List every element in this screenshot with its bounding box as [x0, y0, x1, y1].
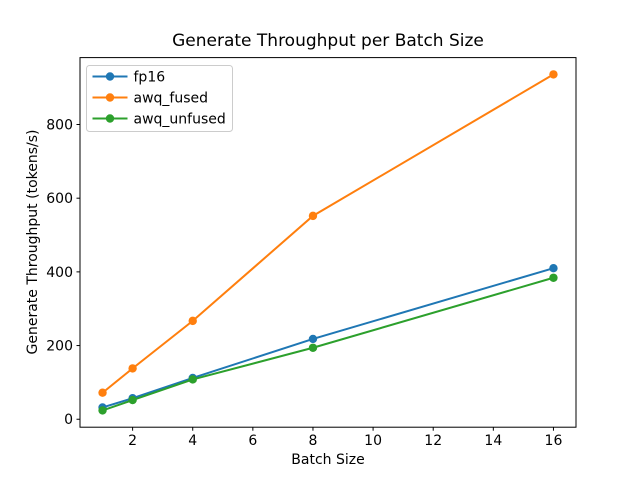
series-line-awq_unfused — [102, 276, 554, 412]
legend-box — [86, 65, 233, 132]
x-axis-label: Batch Size — [291, 452, 365, 468]
y-tick-label-400: 400 — [46, 265, 73, 281]
legend-marker-awq_unfused — [105, 114, 115, 123]
marker-fp16-b16 — [549, 263, 558, 273]
marker-awq_unfused-b8 — [308, 343, 318, 352]
legend-label-awq_fused: awq_fused — [134, 91, 209, 107]
y-tick-label-200: 200 — [46, 339, 73, 355]
marker-awq_fused-b16 — [549, 70, 558, 79]
chart-title: Generate Throughput per Batch Size — [172, 31, 484, 51]
y-tick-label-800: 800 — [46, 118, 73, 134]
marker-fp16-b8 — [308, 334, 318, 344]
x-tick-label-4: 4 — [188, 433, 197, 449]
x-tick-label-6: 6 — [248, 433, 257, 449]
marker-awq_unfused-b1 — [98, 406, 107, 415]
x-tick-label-2: 2 — [128, 433, 137, 449]
legend-label-fp16: fp16 — [134, 70, 166, 86]
y-tick-label-600: 600 — [46, 191, 73, 207]
x-tick-label-8: 8 — [309, 433, 318, 449]
marker-awq_unfused-b4 — [188, 375, 197, 384]
x-tick-label-16: 16 — [545, 433, 563, 449]
marker-awq_unfused-b16 — [549, 273, 558, 282]
x-tick-label-12: 12 — [424, 433, 442, 449]
plot-border — [79, 57, 577, 428]
marker-awq_fused-b1 — [98, 388, 107, 397]
x-tick-label-14: 14 — [484, 433, 502, 449]
y-tick-label-0: 0 — [64, 412, 73, 428]
legend-marker-awq_fused — [105, 93, 115, 102]
marker-awq_unfused-b2 — [128, 395, 137, 405]
marker-awq_fused-b8 — [308, 211, 318, 221]
x-tick-label-10: 10 — [364, 433, 382, 449]
legend-label-awq_unfused: awq_unfused — [134, 112, 226, 128]
marker-awq_fused-b4 — [188, 316, 197, 326]
legend-marker-fp16 — [105, 72, 115, 81]
marker-awq_fused-b2 — [128, 364, 137, 373]
